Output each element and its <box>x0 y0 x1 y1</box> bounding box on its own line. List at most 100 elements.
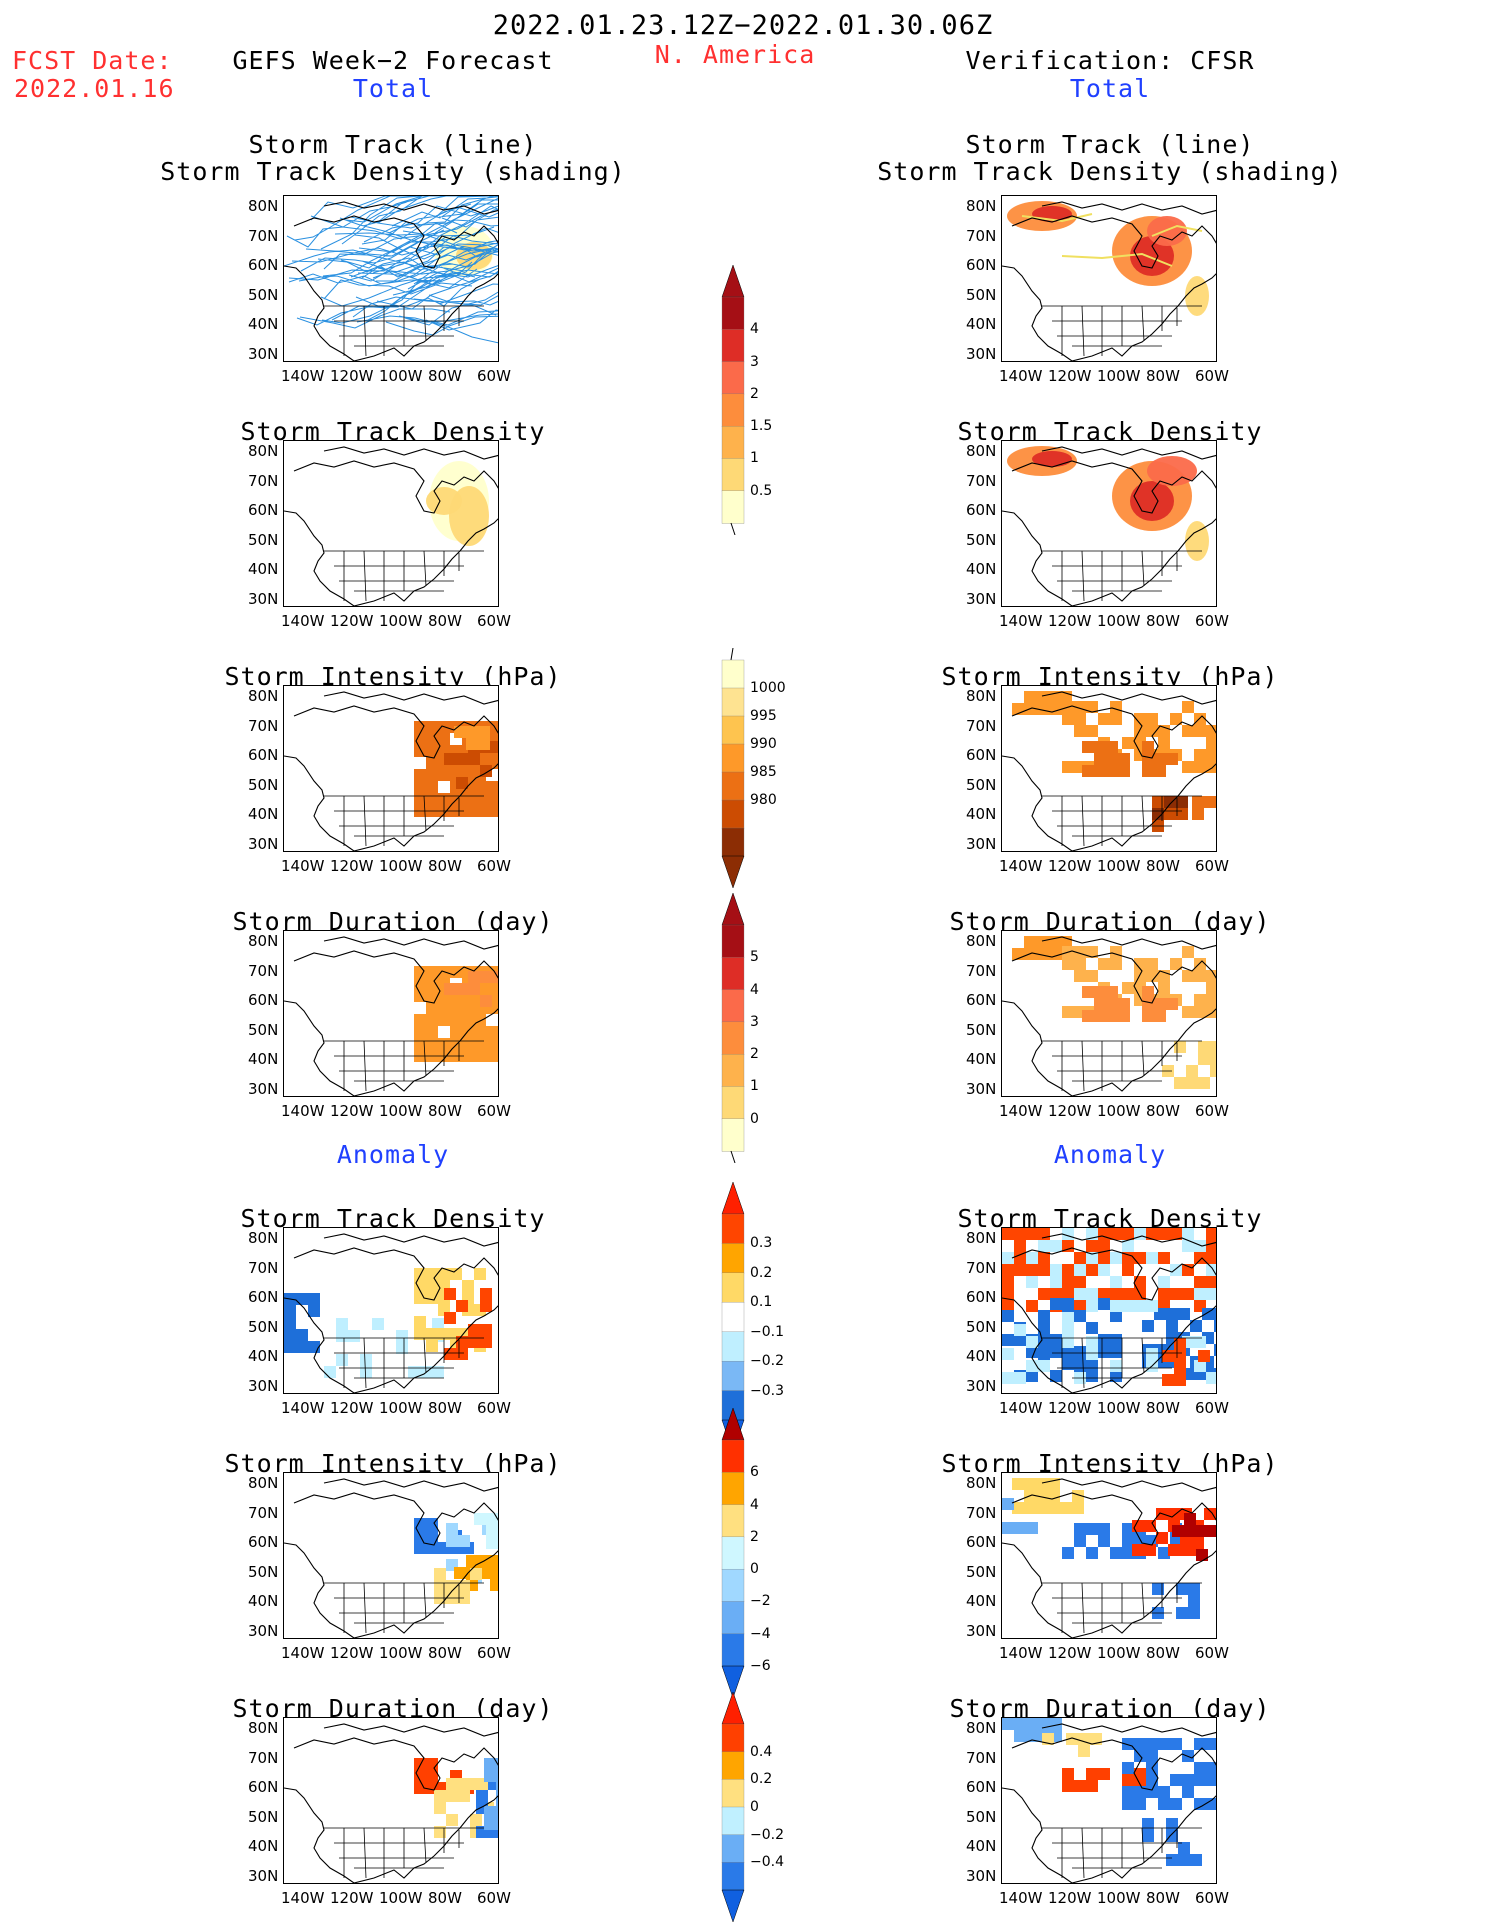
lat-tick-label: 70N <box>966 1503 997 1522</box>
lon-tick-label: 120W <box>1048 857 1092 875</box>
lat-tick-label: 30N <box>966 344 997 363</box>
lon-tick-label: 60W <box>1195 1889 1229 1907</box>
lat-tick-label: 40N <box>966 1050 997 1068</box>
colorbar-tick-label: −0.2 <box>750 1353 784 1370</box>
lon-tick-label: 100W <box>379 612 423 630</box>
lat-tick-label: 60N <box>966 991 997 1009</box>
lat-tick-label: 60N <box>966 256 997 274</box>
lat-tick-label: 70N <box>248 961 279 980</box>
cfsr-duration-map <box>1001 930 1217 1097</box>
lat-tick-label: 60N <box>966 1778 997 1796</box>
colorbar-tick-label: 0.2 <box>750 1264 773 1281</box>
lon-tick-label: 140W <box>999 612 1043 630</box>
lat-tick-label: 30N <box>966 1079 997 1098</box>
lon-tick-label: 120W <box>330 1644 374 1662</box>
lon-tick-label: 80W <box>1146 857 1180 875</box>
colorbar-tick-label: 995 <box>750 708 777 724</box>
lon-tick-label: 100W <box>379 1399 423 1417</box>
gefs-track-map <box>283 195 499 362</box>
lon-tick-label: 120W <box>1048 1102 1092 1120</box>
lat-tick-label: 80N <box>248 197 279 215</box>
lon-tick-label: 120W <box>330 857 374 875</box>
lat-tick-label: 80N <box>966 1474 997 1492</box>
lat-tick-label: 30N <box>248 1866 279 1885</box>
cfsr-density-map <box>1001 440 1217 607</box>
lon-tick-label: 140W <box>999 1644 1043 1662</box>
lat-tick-label: 30N <box>248 1621 279 1640</box>
lon-tick-label: 60W <box>477 1644 511 1662</box>
gefs-aintensity-map <box>283 1472 499 1639</box>
lon-tick-label: 80W <box>1146 367 1180 385</box>
cfsr-adensity-map <box>1001 1227 1217 1394</box>
lon-tick-label: 80W <box>1146 1889 1180 1907</box>
lat-tick-label: 80N <box>248 687 279 705</box>
panel-title: Storm Track Density (shading) <box>160 157 626 186</box>
colorbar-tick-label: 990 <box>750 736 777 752</box>
lat-tick-label: 30N <box>966 1621 997 1640</box>
lat-tick-label: 30N <box>248 1079 279 1098</box>
colorbar-tick-label: 0.1 <box>750 1294 773 1311</box>
lat-tick-label: 60N <box>248 256 279 274</box>
lon-tick-label: 80W <box>1146 1102 1180 1120</box>
lat-tick-label: 50N <box>966 1562 997 1581</box>
lon-tick-label: 100W <box>379 857 423 875</box>
lon-tick-label: 60W <box>1195 1644 1229 1662</box>
cfsr-track-map <box>1001 195 1217 362</box>
lon-tick-label: 80W <box>1146 612 1180 630</box>
lat-tick-label: 60N <box>966 1533 997 1551</box>
lon-tick-label: 120W <box>1048 367 1092 385</box>
lat-tick-label: 50N <box>248 530 279 549</box>
lat-tick-label: 80N <box>248 1229 279 1247</box>
lat-tick-label: 50N <box>248 1317 279 1336</box>
lon-tick-label: 60W <box>477 1889 511 1907</box>
lat-tick-label: 70N <box>248 1748 279 1767</box>
lat-tick-label: 60N <box>248 501 279 519</box>
lat-tick-label: 80N <box>966 1719 997 1737</box>
lon-tick-label: 120W <box>330 1102 374 1120</box>
lon-tick-label: 80W <box>428 1889 462 1907</box>
lon-tick-label: 60W <box>477 612 511 630</box>
lat-tick-label: 80N <box>966 1229 997 1247</box>
colorbar-tick-label: 0 <box>750 1110 759 1127</box>
lon-tick-label: 120W <box>330 1889 374 1907</box>
lat-tick-label: 50N <box>248 775 279 794</box>
lon-tick-label: 100W <box>379 1644 423 1662</box>
lat-tick-label: 40N <box>248 1592 279 1610</box>
lat-tick-label: 30N <box>248 1376 279 1395</box>
left-total-label: Total <box>352 74 434 103</box>
lon-tick-label: 140W <box>281 857 325 875</box>
lon-tick-label: 100W <box>1097 1399 1141 1417</box>
lat-tick-label: 30N <box>966 1866 997 1885</box>
lat-tick-label: 70N <box>966 961 997 980</box>
panel-title: Storm Track (line) <box>965 130 1255 159</box>
lat-tick-label: 60N <box>248 991 279 1009</box>
colorbar-tick-label: 1.5 <box>750 418 773 435</box>
lat-tick-label: 80N <box>248 1719 279 1737</box>
colorbar-tick-label: 1000 <box>750 680 786 696</box>
lat-tick-label: 40N <box>248 1837 279 1855</box>
lon-tick-label: 120W <box>330 1399 374 1417</box>
colorbar-tick-label: −0.1 <box>750 1323 784 1340</box>
lat-tick-label: 60N <box>966 501 997 519</box>
left-column-title: GEFS Week−2 Forecast <box>232 46 554 75</box>
colorbar-tick-label: 4 <box>750 981 759 998</box>
lon-tick-label: 80W <box>428 1102 462 1120</box>
lat-tick-label: 70N <box>966 716 997 735</box>
lat-tick-label: 40N <box>248 560 279 578</box>
right-anomaly-label: Anomaly <box>1053 1140 1167 1169</box>
lon-tick-label: 100W <box>379 367 423 385</box>
lon-tick-label: 80W <box>428 612 462 630</box>
lat-tick-label: 60N <box>966 1288 997 1306</box>
lat-tick-label: 70N <box>966 1748 997 1767</box>
lat-tick-label: 50N <box>248 1562 279 1581</box>
lon-tick-label: 140W <box>999 367 1043 385</box>
lat-tick-label: 30N <box>966 834 997 853</box>
colorbar-tick-label: 2 <box>750 1046 759 1063</box>
lat-tick-label: 40N <box>966 805 997 823</box>
lon-tick-label: 80W <box>1146 1399 1180 1417</box>
lon-tick-label: 60W <box>1195 1102 1229 1120</box>
lon-tick-label: 60W <box>1195 857 1229 875</box>
lon-tick-label: 80W <box>1146 1644 1180 1662</box>
left-anomaly-label: Anomaly <box>336 1140 450 1169</box>
fcst-date-label: FCST Date: <box>12 46 173 75</box>
